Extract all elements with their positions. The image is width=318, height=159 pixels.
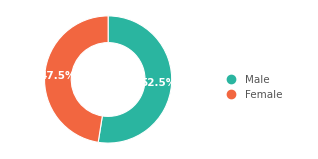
Text: 52.5%: 52.5% xyxy=(140,78,176,88)
Text: 47.5%: 47.5% xyxy=(40,71,76,81)
Wedge shape xyxy=(98,16,172,143)
Legend: Male, Female: Male, Female xyxy=(218,73,285,102)
Wedge shape xyxy=(45,16,108,142)
